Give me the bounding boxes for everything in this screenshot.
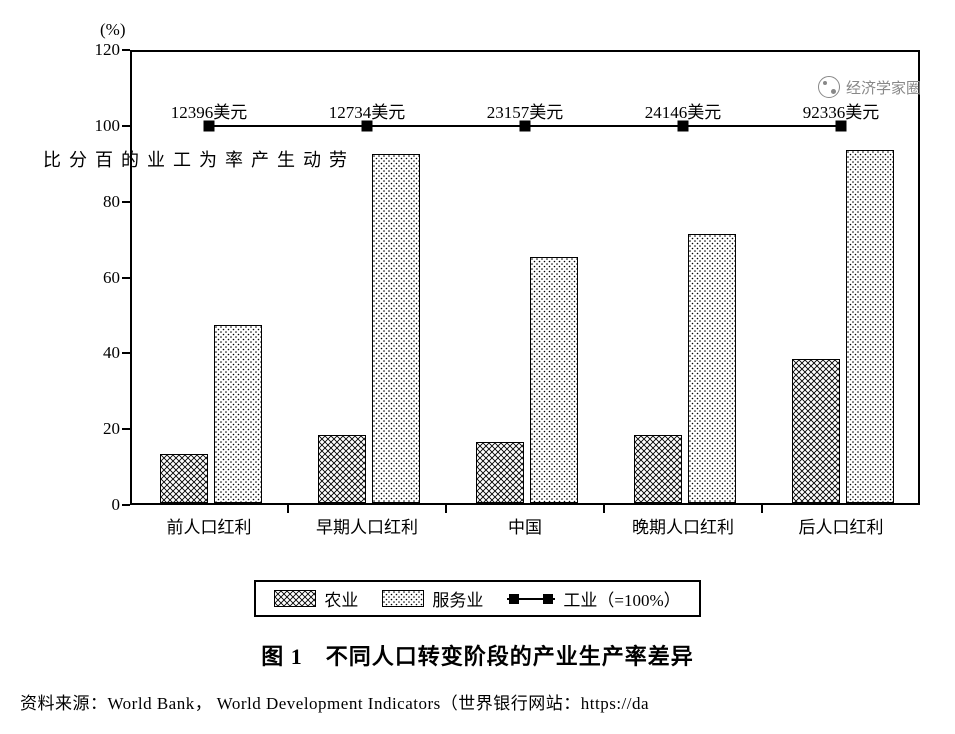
y-tick-label: 80 xyxy=(80,192,120,212)
bar-农业 xyxy=(160,454,208,503)
y-tick-mark xyxy=(122,201,130,203)
watermark: 经济学家圈 xyxy=(818,76,921,98)
bar-服务业 xyxy=(372,154,420,503)
y-tick-mark xyxy=(122,49,130,51)
legend-swatch-dots xyxy=(382,590,424,607)
legend-label-services: 服务业 xyxy=(432,586,483,611)
y-tick-mark xyxy=(122,125,130,127)
caption-text: 不同人口转变阶段的产业生产率差异 xyxy=(326,644,694,669)
y-tick-mark xyxy=(122,352,130,354)
x-category-label: 中国 xyxy=(508,513,542,538)
y-tick-mark xyxy=(122,428,130,430)
x-tick-mark xyxy=(445,505,447,513)
legend-label-agriculture: 农业 xyxy=(324,586,358,611)
x-tick-mark xyxy=(287,505,289,513)
y-tick-label: 40 xyxy=(80,343,120,363)
bar-农业 xyxy=(792,359,840,503)
watermark-text: 经济学家圈 xyxy=(846,77,921,98)
y-tick-mark xyxy=(122,277,130,279)
figure-caption: 图 1 不同人口转变阶段的产业生产率差异 xyxy=(20,639,935,671)
caption-label: 图 1 xyxy=(261,644,303,669)
y-tick-label: 120 xyxy=(80,40,120,60)
x-category-label: 后人口红利 xyxy=(799,513,884,538)
y-tick-mark xyxy=(122,504,130,506)
usd-annotation: 92336美元 xyxy=(803,98,880,123)
usd-annotation: 12396美元 xyxy=(171,98,248,123)
x-category-label: 早期人口红利 xyxy=(316,513,418,538)
legend-item-agriculture: 农业 xyxy=(274,586,358,611)
source-line: 资料来源：World Bank， World Development Indic… xyxy=(20,689,935,714)
usd-annotation: 24146美元 xyxy=(645,98,722,123)
legend-item-services: 服务业 xyxy=(382,586,483,611)
bar-服务业 xyxy=(846,150,894,503)
bar-农业 xyxy=(318,435,366,503)
y-unit-label: (%) xyxy=(100,20,125,40)
x-category-label: 前人口红利 xyxy=(167,513,252,538)
y-tick-label: 60 xyxy=(80,268,120,288)
legend-item-industry: 工业（=100%） xyxy=(507,586,680,611)
x-tick-mark xyxy=(761,505,763,513)
bar-农业 xyxy=(634,435,682,503)
legend: 农业 服务业 工业（=100%） xyxy=(254,580,700,617)
bar-服务业 xyxy=(530,257,578,503)
y-tick-label: 0 xyxy=(80,495,120,515)
bar-农业 xyxy=(476,442,524,503)
bar-服务业 xyxy=(214,325,262,503)
usd-annotation: 23157美元 xyxy=(487,98,564,123)
industry-line xyxy=(209,125,841,127)
x-tick-mark xyxy=(603,505,605,513)
y-tick-label: 20 xyxy=(80,419,120,439)
bar-服务业 xyxy=(688,234,736,503)
legend-swatch-crosshatch xyxy=(274,590,316,607)
legend-label-industry: 工业（=100%） xyxy=(563,586,680,611)
y-tick-label: 100 xyxy=(80,116,120,136)
x-category-label: 晚期人口红利 xyxy=(632,513,734,538)
usd-annotation: 12734美元 xyxy=(329,98,406,123)
wechat-icon xyxy=(818,76,840,98)
legend-swatch-line xyxy=(507,592,555,606)
